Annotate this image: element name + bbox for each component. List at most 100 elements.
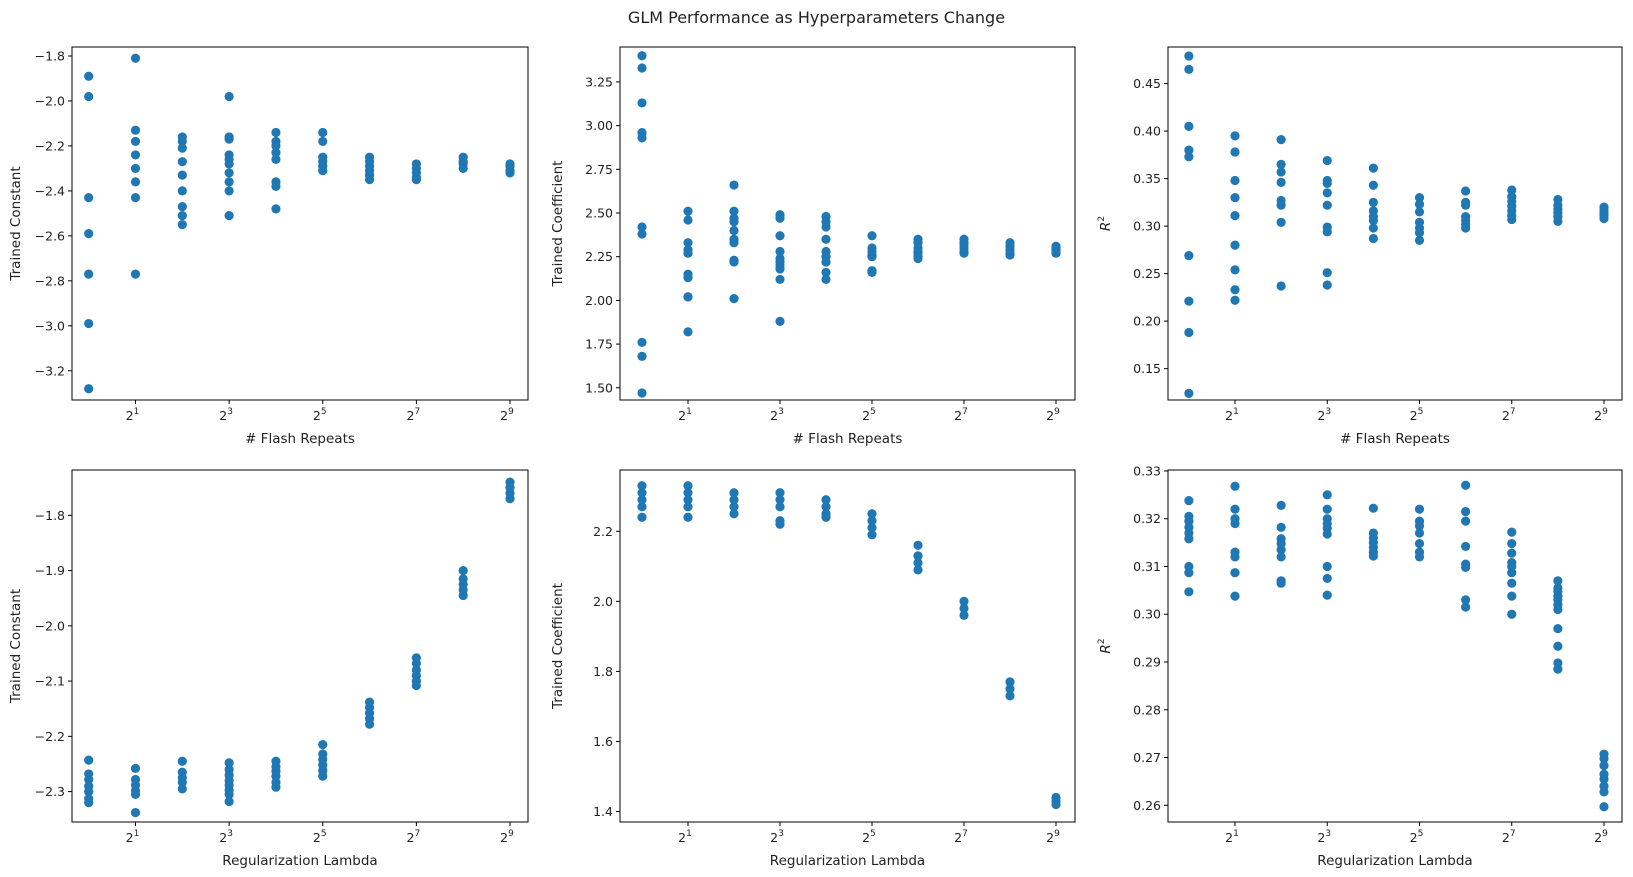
y-axis-label: R2	[1097, 638, 1114, 653]
x-tick-label: 27	[1502, 829, 1516, 845]
data-point	[1184, 568, 1194, 578]
data-point	[130, 763, 141, 773]
data-point	[318, 166, 328, 176]
y-tick-label: 1.50	[585, 380, 613, 395]
plot-frame	[1167, 469, 1623, 823]
y-tick-label: 0.29	[1133, 655, 1161, 670]
data-point	[505, 168, 515, 178]
data-point	[84, 193, 94, 203]
data-point	[1368, 503, 1378, 513]
data-point	[84, 787, 94, 797]
y-tick-label: 3.25	[585, 74, 613, 89]
data-point	[867, 530, 877, 540]
data-point	[1184, 121, 1194, 131]
data-point	[1322, 490, 1332, 500]
y-tick-label: −1.8	[35, 508, 65, 523]
data-point	[1461, 595, 1471, 605]
data-point	[1184, 327, 1194, 338]
data-point	[729, 502, 739, 512]
y-tick-label: 0.40	[1133, 124, 1161, 139]
data-point	[1461, 506, 1471, 517]
data-point	[637, 351, 647, 361]
x-tick-label: 21	[678, 407, 692, 423]
y-tick-label: 1.75	[585, 337, 613, 352]
data-point	[1414, 235, 1425, 245]
subplot-flash-coefficient: 21 23 25 27 29 1.50 1.75 2.00 2.25 2.50 2.75 3.00 3.…	[550, 46, 1076, 447]
y-tick-label: −2.6	[35, 228, 65, 243]
data-point	[411, 175, 421, 185]
data-point	[1461, 602, 1471, 612]
data-point	[1414, 193, 1425, 203]
data-point	[1230, 240, 1240, 250]
y-tick-label: 1.4	[593, 804, 613, 819]
data-point	[867, 267, 877, 278]
y-tick-label: 0.26	[1133, 798, 1161, 813]
data-point	[959, 248, 969, 258]
data-point	[867, 516, 877, 526]
data-point	[1322, 504, 1332, 514]
x-tick-label: 23	[219, 407, 233, 423]
y-tick-label: 2.25	[585, 249, 613, 264]
data-point	[130, 193, 141, 203]
data-point	[821, 512, 831, 522]
data-point	[821, 267, 831, 278]
data-point	[271, 148, 281, 158]
data-point	[1230, 265, 1240, 275]
x-tick-label: 25	[313, 407, 327, 423]
data-point	[913, 558, 923, 568]
y-tick-label: 1.6	[593, 734, 613, 749]
y-tick-label: 0.30	[1133, 607, 1161, 622]
data-point	[637, 481, 647, 491]
x-tick-label: 25	[1410, 407, 1424, 423]
data-point	[177, 784, 187, 794]
data-point	[637, 63, 647, 73]
data-point	[1461, 541, 1471, 552]
data-point	[130, 269, 141, 279]
plot-frame	[619, 469, 1076, 823]
data-point	[130, 53, 141, 63]
data-point	[1322, 280, 1332, 290]
data-point	[1461, 186, 1471, 196]
data-point	[1322, 529, 1332, 539]
data-point	[1051, 248, 1061, 258]
y-tick-label: 2.0	[593, 594, 613, 609]
x-axis-label: Regularization Lambda	[1317, 853, 1472, 869]
data-point	[821, 222, 831, 232]
data-point	[130, 136, 141, 147]
data-point	[177, 157, 187, 167]
data-point	[1553, 664, 1563, 674]
data-point	[1414, 521, 1425, 531]
data-point	[411, 658, 421, 669]
x-tick-label: 29	[500, 829, 514, 845]
data-point	[683, 206, 693, 216]
data-point	[1005, 250, 1015, 260]
x-tick-label: 27	[407, 407, 421, 423]
subplot-flash-constant: 21 23 25 27 29 −1.8 −2.0 −2.2 −2.4 −2.6 −2.8 −3.0 −3…	[8, 46, 529, 447]
data-point	[505, 494, 515, 504]
data-point	[637, 495, 647, 505]
data-point	[1322, 227, 1332, 237]
data-point	[1276, 217, 1286, 227]
data-point	[1322, 178, 1332, 188]
y-tick-label: 1.8	[593, 664, 613, 679]
y-tick-label: 0.30	[1133, 219, 1161, 234]
data-point	[1184, 296, 1194, 306]
x-tick-label: 25	[862, 407, 876, 423]
data-point	[177, 143, 187, 153]
x-tick-label: 21	[1225, 829, 1239, 845]
data-point	[318, 740, 328, 750]
x-tick-label: 25	[313, 829, 327, 845]
data-point	[1184, 534, 1194, 544]
data-point	[458, 565, 468, 576]
data-point	[1322, 200, 1332, 210]
data-point	[867, 231, 877, 241]
y-tick-label: 2.00	[585, 293, 613, 308]
y-tick-label: −2.0	[35, 93, 65, 108]
y-tick-label: 0.32	[1133, 511, 1161, 526]
data-point	[1322, 573, 1332, 584]
data-point	[1276, 159, 1286, 169]
data-point	[775, 502, 785, 512]
x-axis-label: Regularization Lambda	[222, 853, 377, 869]
data-point	[1599, 761, 1609, 771]
x-tick-label: 21	[1225, 407, 1239, 423]
